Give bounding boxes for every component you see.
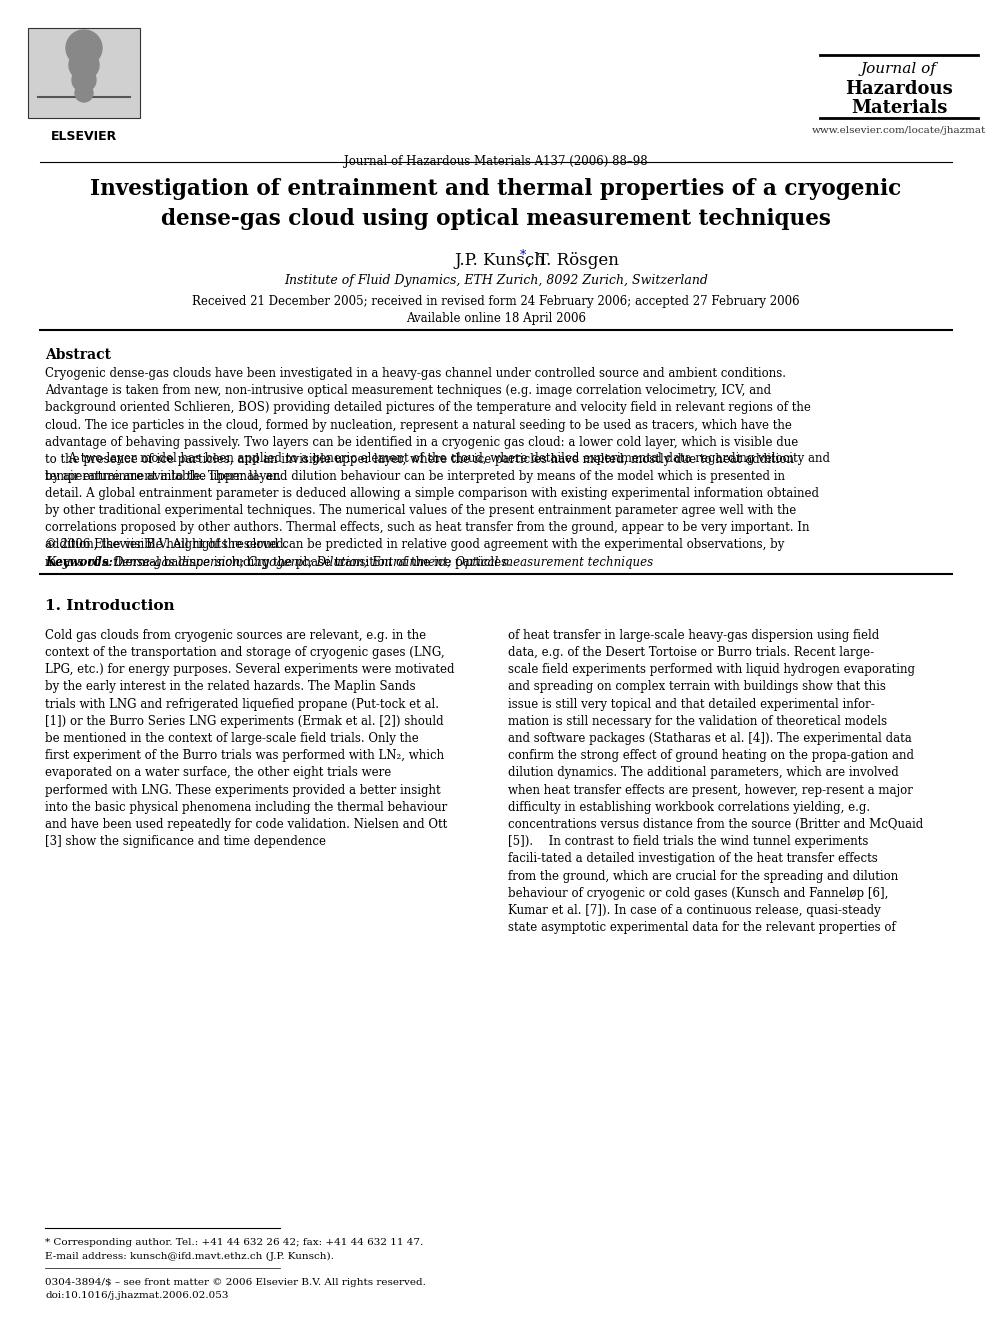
Text: Journal of Hazardous Materials A137 (2006) 88–98: Journal of Hazardous Materials A137 (200… [344,155,648,168]
Text: © 2006 Elsevier B.V. All rights reserved.: © 2006 Elsevier B.V. All rights reserved… [45,538,288,550]
Circle shape [75,83,93,102]
Text: of heat transfer in large-scale heavy-gas dispersion using field
data, e.g. of t: of heat transfer in large-scale heavy-ga… [508,628,924,934]
Text: www.elsevier.com/locate/jhazmat: www.elsevier.com/locate/jhazmat [811,126,986,135]
Text: Materials: Materials [851,99,947,116]
Text: , T. Rösgen: , T. Rösgen [527,251,619,269]
Text: Institute of Fluid Dynamics, ETH Zurich, 8092 Zurich, Switzerland: Institute of Fluid Dynamics, ETH Zurich,… [284,274,708,287]
Text: *: * [520,249,526,262]
Text: Investigation of entrainment and thermal properties of a cryogenic
dense-gas clo: Investigation of entrainment and thermal… [90,179,902,230]
Text: Dense-gas dispersion; Cryogenic; Dilution; Entrainment; Optical measurement tech: Dense-gas dispersion; Cryogenic; Dilutio… [113,556,653,569]
Text: Journal of: Journal of [861,62,936,75]
Text: Cold gas clouds from cryogenic sources are relevant, e.g. in the
context of the : Cold gas clouds from cryogenic sources a… [45,628,454,848]
Text: Available online 18 April 2006: Available online 18 April 2006 [406,312,586,325]
Text: Received 21 December 2005; received in revised form 24 February 2006; accepted 2: Received 21 December 2005; received in r… [192,295,800,308]
Text: 0304-3894/$ – see front matter © 2006 Elsevier B.V. All rights reserved.: 0304-3894/$ – see front matter © 2006 El… [45,1278,426,1287]
Circle shape [66,30,102,66]
Text: * Corresponding author. Tel.: +41 44 632 26 42; fax: +41 44 632 11 47.: * Corresponding author. Tel.: +41 44 632… [45,1238,424,1248]
Circle shape [69,50,99,79]
Text: Hazardous: Hazardous [845,79,953,98]
Text: E-mail address: kunsch@ifd.mavt.ethz.ch (J.P. Kunsch).: E-mail address: kunsch@ifd.mavt.ethz.ch … [45,1252,334,1261]
Text: Keywords:: Keywords: [45,556,113,569]
Text: 1. Introduction: 1. Introduction [45,599,175,613]
Text: doi:10.1016/j.jhazmat.2006.02.053: doi:10.1016/j.jhazmat.2006.02.053 [45,1291,228,1301]
Text: ELSEVIER: ELSEVIER [51,130,117,143]
Bar [28,28,140,118]
Text: J.P. Kunsch: J.P. Kunsch [454,251,545,269]
Circle shape [72,67,96,93]
Text: Abstract: Abstract [45,348,111,363]
Text: Cryogenic dense-gas clouds have been investigated in a heavy-gas channel under c: Cryogenic dense-gas clouds have been inv… [45,366,810,483]
Text: A two-layer model has been applied to a generic element of the cloud, where deta: A two-layer model has been applied to a … [45,452,830,569]
